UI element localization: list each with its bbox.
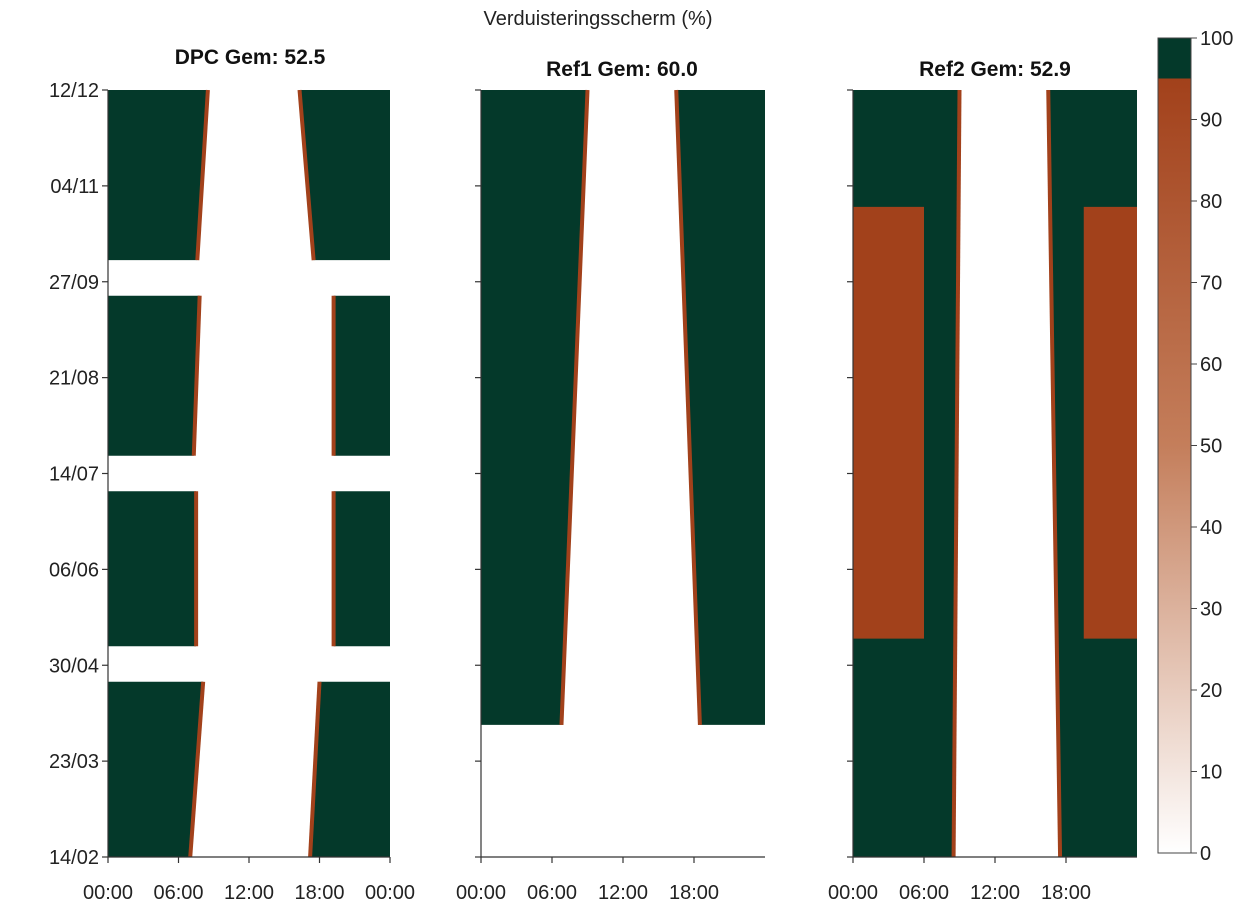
x-tick-label: 00:00 [828, 882, 878, 904]
y-tick-label: 06/06 [49, 559, 99, 581]
y-tick-label: 27/09 [49, 272, 99, 294]
colorbar: 0 10 20 30 40 50 60 70 80 90 100 [1157, 28, 1233, 865]
colorbar-tick-label: 20 [1200, 680, 1222, 702]
panel-marks-ref2 [847, 89, 1137, 863]
heat-band-edge [674, 89, 702, 726]
heat-band-morning [108, 90, 208, 261]
x-tick-label: 18:00 [294, 882, 344, 904]
heat-band-edge [1046, 89, 1063, 858]
y-tick-label: 21/08 [49, 368, 99, 390]
x-tick-label: 00:00 [83, 882, 133, 904]
heat-band-morning [853, 206, 924, 639]
x-tick-label: 00:00 [456, 882, 506, 904]
colorbar-tick-label: 90 [1200, 110, 1222, 132]
heat-band-edge [195, 89, 210, 261]
x-tick-label: 12:00 [598, 882, 648, 904]
x-tick-label: 00:00 [365, 882, 415, 904]
y-tick-label: 12/12 [49, 80, 99, 102]
panel-marks-dpc [102, 89, 391, 863]
x-tick-label: 06:00 [527, 882, 577, 904]
heat-band-evening [333, 491, 390, 647]
heat-band-morning [108, 491, 197, 647]
x-tick-label: 12:00 [224, 882, 274, 904]
heat-band-edge [191, 295, 202, 456]
colorbar-tick-label: 0 [1200, 843, 1211, 865]
x-axis-ticks-dpc: 00:00 06:00 12:00 18:00 00:00 [83, 882, 415, 904]
heat-band-evening [310, 681, 390, 857]
y-tick-label: 23/03 [49, 751, 99, 773]
y-tick-label: 04/11 [50, 176, 99, 198]
colorbar-gradient [1157, 37, 1192, 854]
panel-ref2: Ref2 Gem: 52.9 00:00 06:00 12:00 18:00 [828, 58, 1137, 904]
x-tick-label: 18:00 [1041, 882, 1091, 904]
colorbar-tick-label: 100 [1200, 28, 1233, 50]
heat-band-evening [676, 90, 765, 725]
x-tick-label: 06:00 [153, 882, 203, 904]
heat-band-edge [297, 89, 316, 261]
colorbar-tick-label: 80 [1200, 191, 1222, 213]
panel-ref1: Ref1 Gem: 60.0 00:00 06:00 12:00 18:00 [456, 58, 765, 904]
colorbar-tick-label: 30 [1200, 599, 1222, 621]
chart-title: Verduisteringsscherm (%) [484, 8, 713, 30]
colorbar-tick-label: 70 [1200, 273, 1222, 295]
panel-title-dpc: DPC Gem: 52.5 [175, 46, 326, 69]
heat-band-morning [108, 295, 200, 456]
y-tick-label: 30/04 [49, 655, 99, 677]
x-tick-label: 12:00 [970, 882, 1020, 904]
colorbar-ticks: 0 10 20 30 40 50 60 70 80 90 100 [1191, 28, 1233, 865]
panel-dpc: DPC Gem: 52.5 12/12 04/11 27/09 21/08 14/07 0… [49, 46, 415, 904]
colorbar-tick-label: 50 [1200, 436, 1222, 458]
heat-band-edge [951, 89, 962, 858]
x-tick-label: 06:00 [899, 882, 949, 904]
y-tick-label: 14/02 [49, 847, 99, 869]
heat-band-evening [299, 90, 390, 261]
panel-title-ref1: Ref1 Gem: 60.0 [546, 58, 698, 81]
panel-marks-ref1 [475, 89, 765, 863]
heat-band-evening [333, 295, 390, 456]
x-axis-ticks-ref1: 00:00 06:00 12:00 18:00 [456, 882, 719, 904]
heat-band-edge [559, 89, 590, 726]
x-axis-ticks-ref2: 00:00 06:00 12:00 18:00 [828, 882, 1091, 904]
heat-band-edge [308, 681, 322, 858]
heat-band-morning [108, 681, 204, 857]
heat-band-morning [481, 90, 588, 725]
colorbar-tick-label: 40 [1200, 517, 1222, 539]
y-tick-label: 14/07 [49, 464, 99, 486]
y-axis-ticks: 12/12 04/11 27/09 21/08 14/07 06/06 30/04 23/03… [49, 80, 99, 869]
x-tick-label: 18:00 [669, 882, 719, 904]
colorbar-tick-label: 60 [1200, 354, 1222, 376]
panel-title-ref2: Ref2 Gem: 52.9 [919, 58, 1071, 81]
colorbar-tick-label: 10 [1200, 762, 1222, 784]
heat-band-evening [1083, 206, 1137, 639]
heat-band-edge [188, 681, 206, 858]
